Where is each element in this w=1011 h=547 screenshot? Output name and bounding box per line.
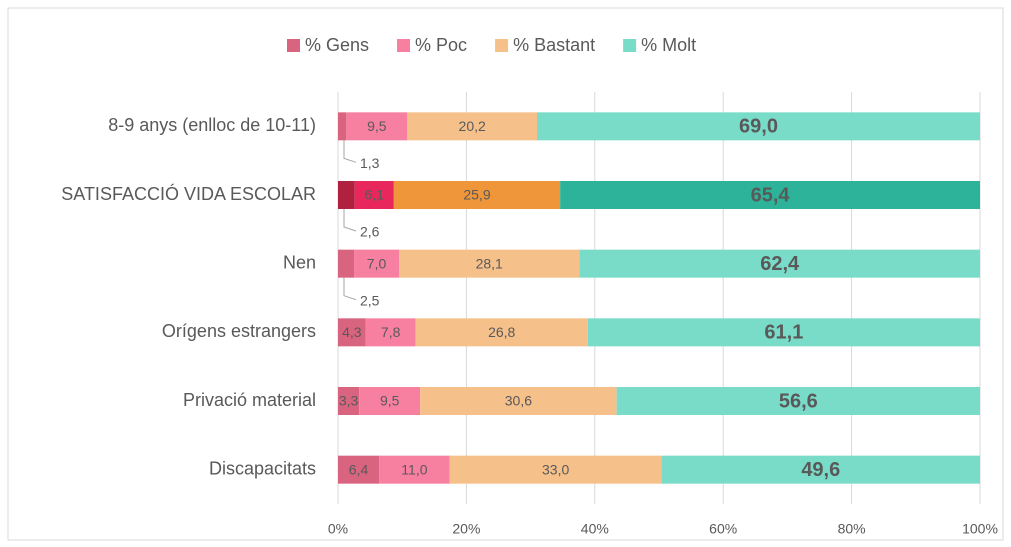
legend-swatch (397, 39, 411, 52)
bar-segment (338, 112, 347, 141)
data-label: 11,0 (401, 461, 427, 477)
leader-line (343, 209, 357, 232)
bar-segment (407, 112, 538, 141)
x-tick-label: 60% (709, 521, 737, 537)
x-tick-label: 0% (328, 521, 348, 537)
data-label: 2,6 (360, 224, 380, 240)
data-label: 61,1 (764, 322, 803, 344)
data-label: 7,0 (367, 255, 387, 271)
bar-segment (338, 387, 360, 415)
data-label: 9,5 (367, 118, 387, 134)
bar-segment (338, 181, 355, 209)
legend-label: % Poc (415, 35, 467, 55)
x-tick-label: 80% (838, 521, 866, 537)
bar-segment (338, 249, 355, 278)
bar-segment (587, 318, 980, 347)
bar-segment (338, 318, 366, 347)
data-label: 49,6 (801, 459, 840, 481)
data-label: 7,8 (381, 324, 401, 340)
bar-segment (398, 249, 580, 278)
data-label: 2,5 (360, 292, 380, 308)
y-tick-label: Orígens estrangers (162, 321, 316, 341)
x-tick-label: 40% (581, 521, 609, 537)
leader-line (343, 140, 357, 163)
data-label: 28,1 (476, 255, 503, 271)
y-tick-label: SATISFACCIÓ VIDA ESCOLAR (61, 183, 316, 204)
bar-segment (346, 112, 408, 141)
bar-segment (359, 387, 421, 415)
y-tick-label: Privació material (183, 390, 316, 410)
bar-segment (661, 455, 980, 484)
bar-segment (537, 112, 980, 141)
data-label: 9,5 (380, 393, 400, 409)
bar-segment (415, 318, 588, 347)
leader-line (343, 277, 357, 301)
data-label: 26,8 (488, 324, 515, 340)
bar-segment (579, 249, 980, 278)
bar-segment (560, 181, 980, 209)
data-label: 25,9 (463, 187, 490, 203)
legend-label: % Molt (641, 35, 696, 55)
data-label: 3,3 (339, 393, 359, 409)
bar-segment (449, 455, 662, 484)
bar-segment (354, 249, 399, 278)
legend-swatch (623, 39, 637, 52)
data-label: 6,4 (349, 461, 369, 477)
bar-segment (393, 181, 561, 209)
data-label: 33,0 (542, 461, 569, 477)
x-tick-label: 20% (452, 521, 480, 537)
y-tick-label: Nen (283, 252, 316, 272)
legend-swatch (495, 39, 509, 52)
bar-segment (379, 455, 450, 484)
legend-label: % Bastant (513, 35, 595, 55)
bar-segment (616, 387, 980, 415)
data-label: 65,4 (751, 184, 791, 206)
bar-segment (365, 318, 416, 347)
data-label: 1,3 (360, 155, 380, 171)
data-label: 56,6 (779, 390, 818, 412)
x-tick-label: 100% (962, 521, 998, 537)
legend-label: % Gens (305, 35, 369, 55)
bar-segment (420, 387, 617, 415)
y-tick-label: 8-9 anys (enlloc de 10-11) (108, 115, 316, 135)
data-label: 4,3 (342, 324, 362, 340)
data-label: 69,0 (739, 116, 778, 138)
legend-swatch (287, 39, 300, 52)
data-label: 6,1 (365, 187, 385, 203)
data-label: 20,2 (459, 118, 486, 134)
data-label: 62,4 (760, 253, 800, 275)
data-label: 30,6 (505, 393, 532, 409)
bar-segment (354, 181, 394, 209)
y-tick-label: Discapacitats (209, 458, 316, 478)
bar-segment (338, 455, 380, 484)
